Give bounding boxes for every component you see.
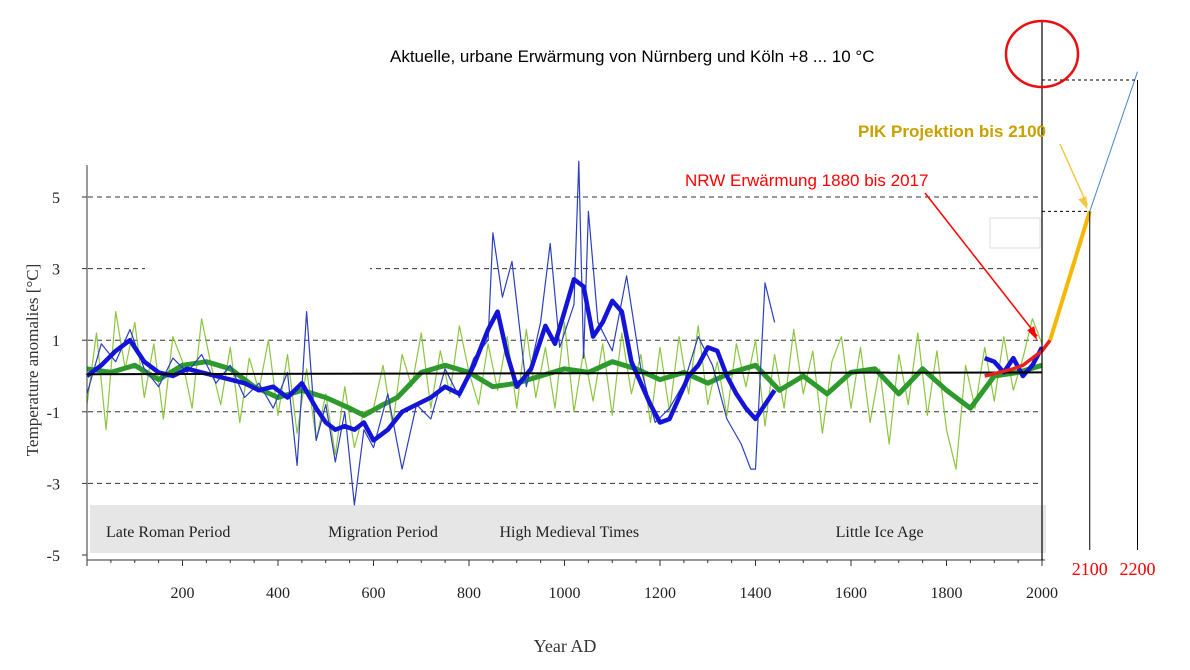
mini-legend — [989, 217, 1041, 249]
y-axis-label: Temperature anomalies [°C] — [23, 264, 42, 457]
x-axis-label: Year AD — [534, 636, 597, 656]
nrw-arrow — [924, 192, 1038, 337]
series-line — [983, 346, 1044, 379]
series-line — [86, 160, 776, 506]
chart-title: Aktuelle, urbane Erwärmung von Nürnberg … — [390, 47, 875, 66]
x-tick-label: 2000 — [1026, 585, 1058, 602]
annotations: NRW Erwärmung 1880 bis 2017 PIK Projektio… — [685, 19, 1138, 560]
x-tick-label: 400 — [266, 585, 290, 602]
y-tick-label: -3 — [47, 476, 60, 493]
x-tick-label: 200 — [171, 585, 195, 602]
y-tick-label: 5 — [52, 190, 60, 207]
x-tick-label: 1200 — [644, 585, 676, 602]
nrw-annotation: NRW Erwärmung 1880 bis 2017 — [685, 171, 928, 190]
x-tick-label: 1800 — [931, 585, 963, 602]
series-line — [1089, 71, 1138, 212]
series-line — [86, 359, 1043, 418]
x-tick-label-future: 2100 — [1072, 559, 1108, 579]
axes: 5 3 1 -1 -3 -5 200 400 600 800 1000 1200 1400 1600 180… — [47, 165, 1156, 602]
series-line — [85, 277, 777, 443]
data-series — [85, 71, 1138, 506]
y-tick-label: -1 — [47, 405, 60, 422]
pik-arrow — [1059, 143, 1089, 206]
nrw-arrowhead — [1027, 326, 1038, 341]
y-tick-label: 3 — [52, 262, 60, 279]
period-labels: Late Roman Period Migration Period High Me… — [106, 524, 924, 541]
x-tick-label-future: 2200 — [1120, 559, 1156, 579]
x-tick-label: 1400 — [740, 585, 772, 602]
series-line — [1048, 210, 1092, 341]
grid-mask — [145, 255, 370, 305]
x-tick-label: 600 — [362, 585, 386, 602]
y-tick-label: -5 — [47, 548, 60, 565]
series-line — [86, 371, 1043, 376]
period-band — [90, 505, 1046, 553]
x-tick-label: 800 — [457, 585, 481, 602]
grid-lines — [88, 196, 1042, 484]
x-tick-label: 1600 — [835, 585, 867, 602]
pik-arrowhead — [1078, 196, 1088, 210]
period-label: Little Ice Age — [836, 524, 924, 541]
pik-annotation: PIK Projektion bis 2100 — [858, 122, 1046, 141]
highlight-circle — [1004, 19, 1080, 89]
period-label: Late Roman Period — [106, 524, 230, 541]
x-tick-label: 1000 — [549, 585, 581, 602]
y-tick-label: 1 — [52, 333, 60, 350]
period-label: High Medieval Times — [499, 524, 639, 541]
period-label: Migration Period — [328, 524, 438, 541]
